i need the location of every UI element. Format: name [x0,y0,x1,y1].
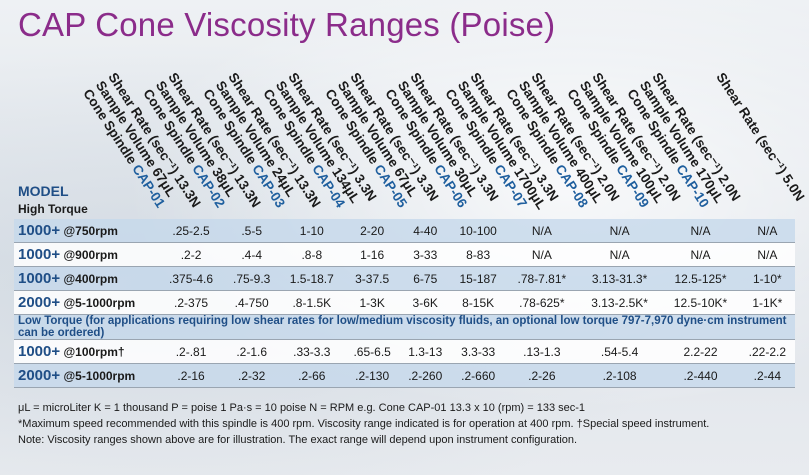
table-cell: .33-3.3 [279,339,345,364]
rpm-label: @5-1000rpm [63,369,136,383]
page-title: CAP Cone Viscosity Ranges (Poise) [18,6,556,43]
table-cell: 3.3-33 [450,339,506,364]
table-cell: .2-108 [577,363,662,388]
table-cell: 3-33 [399,242,451,267]
high-torque-label: High Torque [18,202,88,216]
table-cell: 3.13-2.5K* [577,290,662,315]
table-cell: .2-375 [158,290,225,315]
column-headers: Shear Rate (sec⁻¹) 13.3N Sample Volume 67… [0,0,809,220]
rpm-label: @900rpm [63,248,118,262]
footnotes: μL = microLiter K = 1 thousand P = poise… [18,400,709,448]
row-label: 1000+ @400rpm [14,266,158,291]
table-row: 1000+ @400rpm .375-4.6.75-9.3 1.5-18.7 3-37… [14,266,795,291]
table-row: 2000+ @5-1000rpm .2-375.4-750.8-1.5K 1-3K 3… [14,290,795,315]
table-cell: .25-2.5 [158,219,225,243]
table-cell: .8-8 [279,242,345,267]
table-cell: 1-10 [279,219,345,243]
rpm-label: @750rpm [63,224,118,238]
table-cell: 8-15K [450,290,506,315]
table-row: 1000+ @750rpm .25-2.5.5-5 1-10 2-20 4-40 10-1… [14,219,795,243]
note-line: *Maximum speed recommended with this spi… [18,418,710,430]
table-cell: 4-40 [399,219,451,243]
table-cell: .2-260 [399,363,451,388]
table-cell: N/A [577,242,662,267]
table-cell: .2-660 [450,363,506,388]
table-cell: .2-66 [279,363,345,388]
table-cell: N/A [505,242,578,267]
model-name: 1000+ [18,246,61,263]
table-cell: .8-1.5K [279,290,345,315]
table-cell: 1.3-13 [399,339,451,364]
table-cell: .22-2.2 [739,339,795,364]
row-label: 1000+ @100rpm† [14,339,158,364]
table-cell: 8-83 [450,242,506,267]
table-cell: 1-1K* [739,290,795,315]
model-name: 2000+ [18,294,61,311]
table-cell: 12.5-125* [661,266,740,291]
model-name: 1000+ [18,343,61,360]
table-cell: 1-10* [739,266,795,291]
table-cell: 12.5-10K* [661,290,740,315]
model-name: 1000+ [18,270,61,287]
note-line: μL = microLiter K = 1 thousand P = poise… [18,402,586,414]
table-cell: .2-32 [224,363,280,388]
table-cell: .65-6.5 [344,339,400,364]
table-cell: 2-20 [344,219,400,243]
table-cell: 1.5-18.7 [279,266,345,291]
table-cell: 3.13-31.3* [577,266,662,291]
table-cell: .2-26 [505,363,578,388]
table-cell: 15-187 [450,266,506,291]
table-cell: 2.2-22 [661,339,740,364]
table-cell: N/A [661,219,740,243]
table-cell: .54-5.4 [577,339,662,364]
table-row: 1000+ @900rpm .2-2.4-4.8-8 1-16 3-33 8-83 N/A… [14,242,795,267]
low-torque-text: Low Torque (for applications requiring l… [14,314,795,340]
table-cell: .2-44 [739,363,795,388]
table-cell: .78-625* [505,290,578,315]
table-cell: 3-37.5 [344,266,400,291]
table-cell: .2-.81 [158,339,225,364]
table-cell: N/A [661,242,740,267]
table-cell: 6-75 [399,266,451,291]
model-name: 1000+ [18,222,61,239]
table-cell: .78-7.81* [505,266,578,291]
row-label: 1000+ @900rpm [14,242,158,267]
viscosity-table: 1000+ @750rpm .25-2.5.5-5 1-10 2-20 4-40 10-1… [14,219,795,388]
model-name: 2000+ [18,367,61,384]
table-cell: 1-16 [344,242,400,267]
table-cell: .2-440 [661,363,740,388]
table-cell: N/A [505,219,578,243]
table-cell: .375-4.6 [158,266,225,291]
row-label: 1000+ @750rpm [14,219,158,243]
low-torque-banner: Low Torque (for applications requiring l… [14,314,795,340]
table-cell: N/A [739,242,795,267]
table-cell: .2-1.6 [224,339,280,364]
table-cell: 3-6K [399,290,451,315]
table-cell: .2-2 [158,242,225,267]
rpm-label: @100rpm† [63,345,125,359]
table-cell: 10-100 [450,219,506,243]
table-cell: .13-1.3 [505,339,578,364]
table-cell: .4-750 [224,290,280,315]
table-cell: N/A [577,219,662,243]
table-cell: N/A [739,219,795,243]
table-cell: 1-3K [344,290,400,315]
row-label: 2000+ @5-1000rpm [14,290,158,315]
table-cell: .2-16 [158,363,225,388]
rpm-label: @5-1000rpm [63,296,136,310]
table-cell: .75-9.3 [224,266,280,291]
row-label: 2000+ @5-1000rpm [14,363,158,388]
model-label: MODEL [18,183,69,199]
table-cell: .2-130 [344,363,400,388]
note-line: Note: Viscosity ranges shown above are f… [18,434,578,446]
table-row: 1000+ @100rpm† .2-.81.2-1.6.33-3.3.65-6.5… [14,339,795,364]
rpm-label: @400rpm [63,272,118,286]
table-cell: .5-5 [224,219,280,243]
table-row: 2000+ @5-1000rpm .2-16.2-32.2-66.2-130.2-… [14,363,795,388]
table-cell: .4-4 [224,242,280,267]
